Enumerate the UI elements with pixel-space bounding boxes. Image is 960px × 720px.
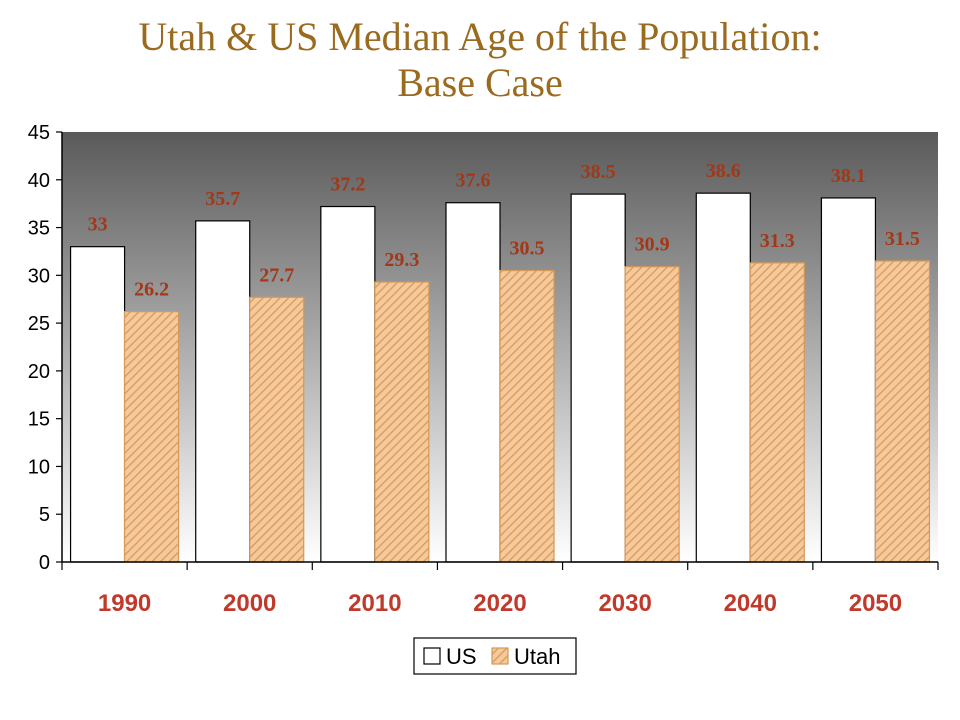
bar-utah-1990 (123, 311, 180, 563)
x-tick-label: 2000 (223, 590, 276, 617)
bar-us-2000 (195, 220, 251, 563)
y-tick-label: 35 (28, 218, 50, 240)
chart-subtitle: Base Case (397, 60, 563, 105)
chart-title-block: Utah & US Median Age of the Population: … (0, 14, 960, 106)
data-label-us-2040: 38.6 (706, 160, 741, 182)
bar-us-2030 (570, 193, 626, 563)
x-tick-label: 1990 (98, 590, 151, 617)
y-tick-label: 20 (28, 361, 50, 383)
y-tick-label: 25 (28, 313, 50, 335)
data-label-us-2000: 35.7 (205, 188, 240, 210)
bar-utah-2050 (874, 260, 931, 563)
legend: US Utah (413, 637, 577, 675)
bar-us-1990 (69, 246, 126, 563)
bar-utah-2030 (624, 266, 680, 563)
data-label-utah-2000: 27.7 (259, 264, 294, 286)
y-tick-label: 45 (28, 122, 50, 144)
bar-us-2050 (820, 197, 877, 563)
data-label-us-2030: 38.5 (581, 161, 616, 183)
bar-utah-2010 (374, 281, 430, 563)
data-label-utah-2040: 31.3 (760, 230, 795, 252)
data-label-utah-2010: 29.3 (384, 249, 419, 271)
legend-swatch-us (423, 647, 441, 665)
y-tick-label: 30 (28, 265, 50, 287)
bar-us-2040 (695, 192, 751, 563)
y-tick-label: 5 (39, 504, 50, 526)
bar-utah-2040 (749, 262, 805, 563)
data-label-utah-2030: 30.9 (635, 234, 670, 256)
x-tick-label: 2030 (598, 590, 651, 617)
data-label-utah-2050: 31.5 (885, 228, 920, 250)
x-tick-label: 2050 (849, 590, 902, 617)
legend-label-us: US (446, 644, 477, 669)
legend-label-utah: Utah (514, 644, 560, 669)
y-tick-label: 40 (28, 170, 50, 192)
bar-utah-2020 (499, 269, 555, 563)
y-tick-label: 15 (28, 409, 50, 431)
bar-utah-2000 (249, 296, 305, 563)
x-tick-label: 2040 (724, 590, 777, 617)
y-tick-label: 10 (28, 456, 50, 478)
bar-us-2020 (445, 202, 501, 563)
data-label-us-1990: 33 (88, 214, 108, 236)
y-tick-label: 0 (39, 552, 50, 574)
bar-us-2010 (320, 205, 376, 563)
x-tick-label: 2010 (348, 590, 401, 617)
data-label-utah-1990: 26.2 (134, 279, 169, 301)
data-label-us-2010: 37.2 (330, 174, 365, 196)
data-label-utah-2020: 30.5 (510, 238, 545, 260)
x-tick-label: 2020 (473, 590, 526, 617)
data-label-us-2050: 38.1 (831, 165, 866, 187)
data-label-us-2020: 37.6 (456, 170, 491, 192)
legend-swatch-utah (491, 647, 509, 665)
chart-title: Utah & US Median Age of the Population: (138, 14, 822, 59)
